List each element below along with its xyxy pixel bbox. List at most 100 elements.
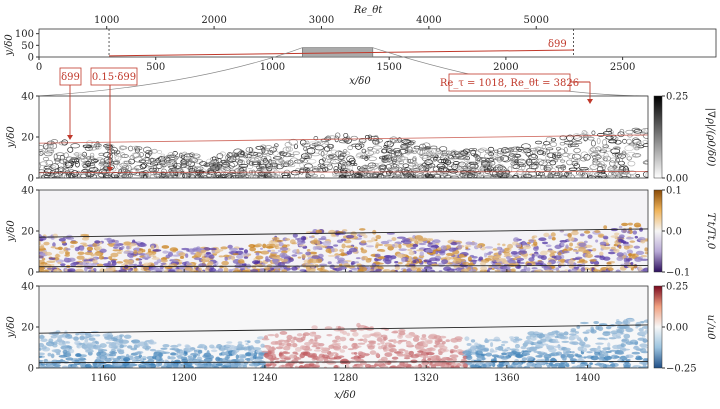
field-blob	[592, 269, 601, 272]
density-contour	[642, 143, 648, 148]
field-blob	[74, 359, 80, 362]
field-blob	[300, 240, 306, 244]
field-blob	[210, 349, 218, 353]
field-blob	[483, 252, 488, 258]
density-contour	[354, 172, 360, 178]
density-contour	[451, 149, 457, 154]
density-contour	[536, 149, 545, 155]
density-contour	[120, 152, 126, 158]
density-contour	[590, 140, 596, 147]
field-blob	[529, 333, 538, 338]
field-blob	[98, 255, 105, 260]
field-blob	[272, 265, 280, 270]
density-contour	[114, 153, 120, 160]
field-blob	[465, 241, 473, 245]
density-contour	[551, 151, 562, 157]
field-blob	[179, 256, 185, 259]
field-blob	[211, 250, 216, 254]
field-blob	[206, 365, 212, 368]
field-blob	[403, 361, 409, 365]
field-blob	[147, 248, 152, 253]
density-contour	[54, 158, 61, 165]
density-contour	[634, 141, 642, 148]
field-blob	[272, 363, 276, 368]
field-blob	[218, 255, 224, 258]
density-contour	[397, 156, 403, 162]
field-blob	[196, 356, 203, 361]
density-contour	[605, 135, 614, 140]
density-contour	[252, 152, 262, 157]
density-contour	[397, 137, 402, 143]
field-blob	[602, 337, 609, 341]
density-contour	[556, 154, 562, 158]
field-blob	[369, 350, 377, 355]
field-blob	[481, 356, 485, 361]
x-tick-label: 1160	[91, 373, 116, 384]
density-contour	[566, 134, 574, 142]
field-blob	[80, 364, 85, 368]
density-contour	[94, 144, 100, 150]
field-blob	[224, 256, 228, 261]
field-blob	[580, 267, 586, 272]
density-contour	[606, 128, 613, 132]
field-blob	[170, 344, 179, 348]
field-blob	[436, 341, 441, 344]
density-contour	[272, 169, 281, 177]
density-contour	[262, 168, 270, 174]
field-blob	[39, 241, 41, 246]
y-tick-label: 0	[28, 364, 34, 375]
field-blob	[385, 346, 390, 352]
field-blob	[226, 341, 233, 344]
field-blob	[477, 365, 483, 368]
field-blob	[155, 269, 165, 272]
field-blob	[635, 326, 639, 329]
field-blob	[368, 365, 377, 368]
density-contour	[96, 157, 104, 161]
field-blob	[623, 333, 631, 339]
y-tick-label: 20	[21, 133, 34, 144]
field-blob	[236, 254, 244, 259]
field-blob	[590, 355, 599, 361]
field-blob	[505, 351, 514, 356]
field-blob	[355, 257, 361, 260]
density-contour	[288, 154, 295, 158]
density-contour	[528, 163, 538, 170]
density-contour	[557, 148, 566, 155]
field-blob	[362, 334, 372, 339]
density-contour	[262, 159, 269, 165]
field-blob	[510, 268, 516, 272]
density-contour	[83, 161, 92, 165]
field-blob	[272, 353, 276, 359]
field-blob	[280, 258, 289, 263]
density-contour	[89, 155, 95, 161]
field-blob	[350, 329, 357, 332]
field-blob	[224, 346, 229, 351]
field-blob	[405, 342, 413, 346]
field-blob	[315, 229, 323, 234]
density-contour	[127, 174, 134, 178]
density-contour	[367, 162, 377, 168]
field-blob	[622, 243, 631, 247]
density-contour	[601, 170, 606, 174]
field-blob	[609, 363, 616, 367]
field-blob	[237, 259, 245, 264]
density-contour	[294, 173, 300, 178]
field-blob	[255, 252, 260, 256]
density-contour	[496, 165, 506, 171]
density-contour	[632, 153, 642, 158]
y-tick-label: 40	[21, 186, 34, 197]
field-blob	[341, 243, 346, 249]
field-blob	[336, 231, 344, 234]
density-contour	[415, 170, 424, 178]
field-blob	[526, 361, 535, 367]
density-contour	[269, 159, 277, 165]
field-blob	[322, 240, 332, 246]
colorbar	[653, 285, 663, 369]
x-tick-label: 1000	[260, 62, 285, 73]
density-contour	[481, 164, 487, 170]
density-contour	[288, 138, 298, 146]
field-blob	[239, 265, 246, 270]
density-contour	[312, 166, 318, 170]
field-blob	[574, 331, 580, 334]
delta99-annotation: δ99	[61, 72, 80, 83]
